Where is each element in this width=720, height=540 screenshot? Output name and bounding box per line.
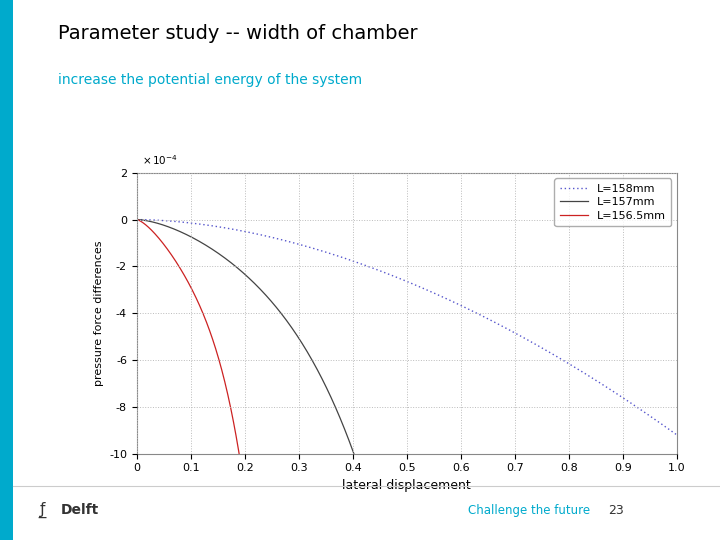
L=156.5mm bbox=[242, 497, 251, 504]
Text: ƒ̲: ƒ̲ bbox=[40, 502, 46, 518]
L=157mm bbox=[216, 252, 225, 258]
Text: 23: 23 bbox=[608, 504, 624, 517]
L=156.5mm bbox=[210, 339, 218, 345]
L=158mm bbox=[271, 235, 280, 241]
Text: Delft: Delft bbox=[61, 503, 99, 517]
Text: increase the potential energy of the system: increase the potential energy of the sys… bbox=[58, 73, 361, 87]
L=157mm bbox=[163, 224, 172, 230]
L=158mm bbox=[132, 217, 141, 223]
L=157mm bbox=[132, 217, 141, 223]
L=158mm bbox=[539, 346, 548, 352]
X-axis label: lateral displacement: lateral displacement bbox=[343, 479, 471, 492]
L=158mm bbox=[228, 226, 237, 232]
Text: $\times\,10^{-4}$: $\times\,10^{-4}$ bbox=[143, 153, 178, 167]
Line: L=157mm: L=157mm bbox=[137, 220, 393, 540]
L=157mm bbox=[294, 334, 302, 340]
L=158mm bbox=[493, 320, 502, 327]
L=156.5mm bbox=[133, 217, 142, 223]
L=156.5mm bbox=[132, 217, 141, 223]
Text: Challenge the future: Challenge the future bbox=[468, 504, 590, 517]
Line: L=158mm: L=158mm bbox=[137, 220, 677, 435]
L=156.5mm bbox=[212, 347, 220, 354]
L=157mm bbox=[234, 266, 243, 272]
L=158mm bbox=[672, 431, 681, 438]
L=157mm bbox=[318, 375, 326, 382]
Legend: L=158mm, L=157mm, L=156.5mm: L=158mm, L=157mm, L=156.5mm bbox=[554, 178, 671, 226]
L=158mm bbox=[451, 300, 459, 306]
Line: L=156.5mm: L=156.5mm bbox=[137, 220, 266, 540]
Y-axis label: pressure force differences: pressure force differences bbox=[94, 240, 104, 386]
Text: Parameter study -- width of chamber: Parameter study -- width of chamber bbox=[58, 24, 417, 43]
L=158mm bbox=[377, 268, 385, 274]
L=157mm bbox=[319, 378, 328, 384]
L=156.5mm bbox=[210, 340, 218, 347]
